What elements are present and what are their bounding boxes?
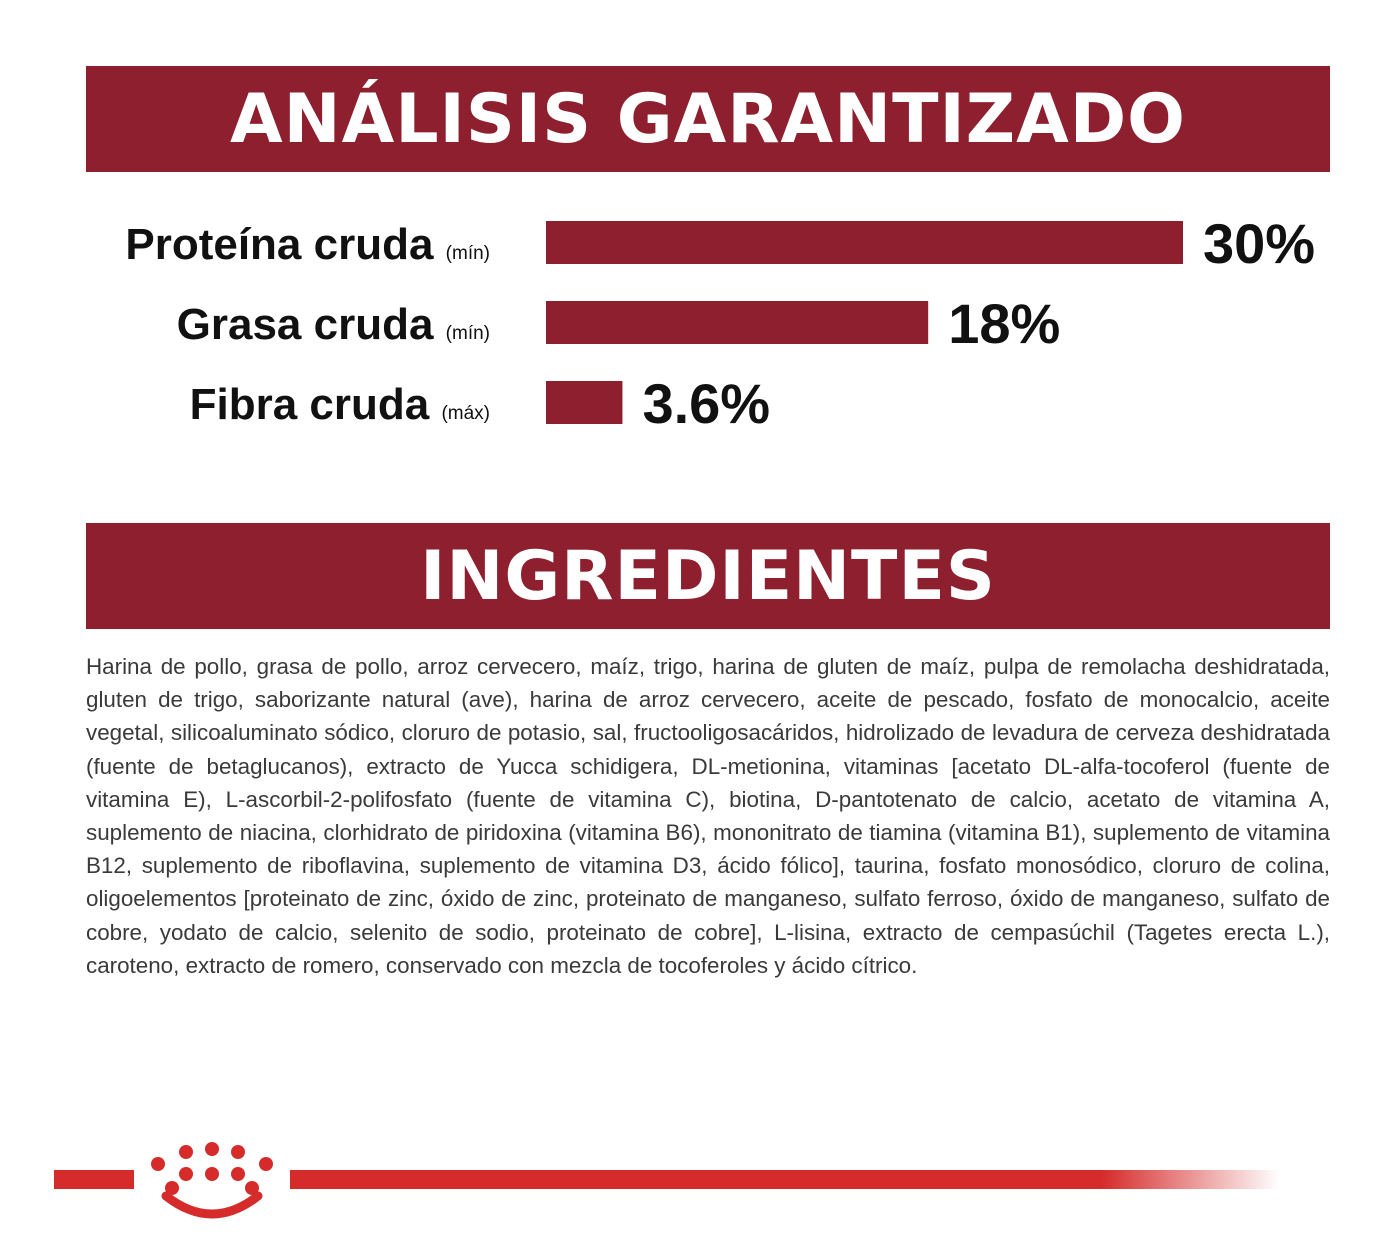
bar [546,301,929,344]
category-qualifier: (mín) [446,243,490,264]
ingredients-title: INGREDIENTES [420,536,996,616]
bar [546,221,1183,264]
bar [546,381,623,424]
ingredients-banner: INGREDIENTES [86,523,1330,629]
footer-brand-line [54,1142,1280,1219]
category-name: Proteína cruda [125,220,445,269]
value-label: 30% [1203,212,1315,275]
analysis-banner: ANÁLISIS GARANTIZADO [86,66,1330,172]
category-label: Proteína cruda (mín) [125,220,490,269]
category-label: Fibra cruda (máx) [190,380,490,429]
ingredients-list: Harina de pollo, grasa de pollo, arroz c… [86,654,1330,978]
category-qualifier: (máx) [441,403,490,424]
value-label: 18% [948,292,1060,355]
footer-line-left [54,1170,134,1189]
category-name: Fibra cruda [190,380,442,429]
footer-line-right [290,1170,1280,1189]
guaranteed-analysis-chart: Proteína cruda (mín) 30% Grasa cruda (mín)… [125,212,1315,435]
analysis-title: ANÁLISIS GARANTIZADO [230,79,1186,159]
category-qualifier: (mín) [446,323,490,344]
royal-crown-icon [151,1142,273,1219]
category-label: Grasa cruda (mín) [177,300,490,349]
category-name: Grasa cruda [177,300,446,349]
value-label: 3.6% [642,372,770,435]
